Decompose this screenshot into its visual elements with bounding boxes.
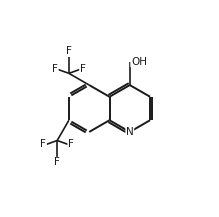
Text: F: F (80, 64, 86, 74)
Text: F: F (52, 64, 58, 74)
Text: F: F (68, 139, 74, 149)
Text: N: N (126, 127, 134, 137)
Text: F: F (54, 157, 60, 167)
Text: F: F (66, 46, 72, 56)
Text: OH: OH (131, 57, 147, 67)
Text: F: F (41, 139, 46, 149)
